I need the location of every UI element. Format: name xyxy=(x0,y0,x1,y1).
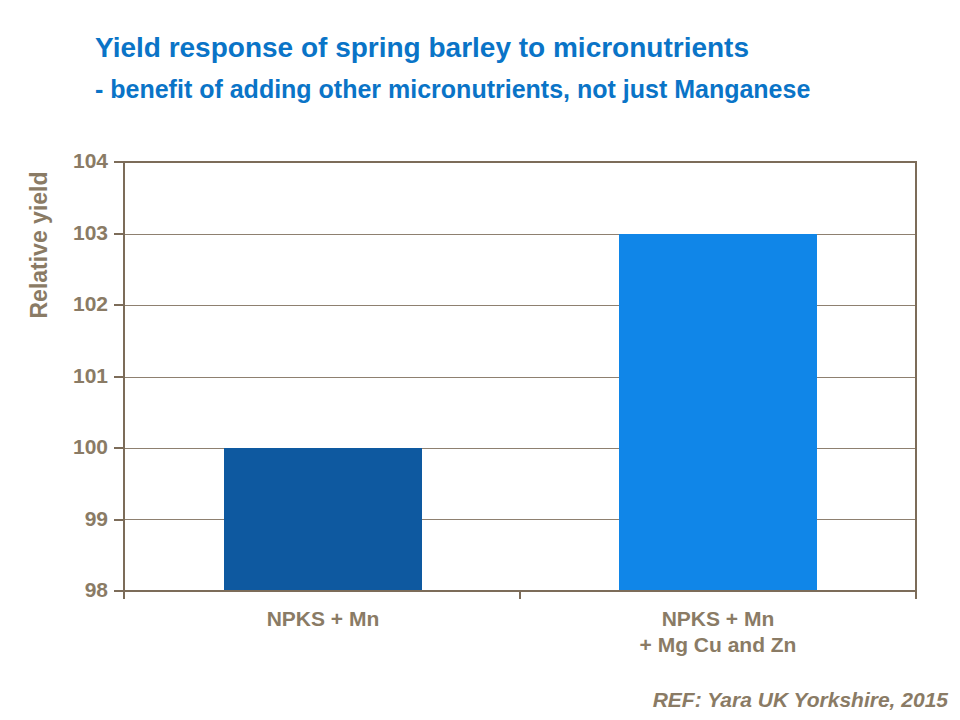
chart-title: Yield response of spring barley to micro… xyxy=(95,33,925,64)
y-tick-label-103: 103 xyxy=(48,222,108,244)
x-category-label-2: NPKS + Mn + Mg Cu and Zn xyxy=(548,606,888,659)
y-tick-mark-101 xyxy=(114,376,123,378)
x-tick-mark-0 xyxy=(123,590,125,599)
reference-note: REF: Yara UK Yorkshire, 2015 xyxy=(653,688,948,712)
y-tick-label-101: 101 xyxy=(48,365,108,387)
x-category-label-1: NPKS + Mn xyxy=(153,606,493,632)
x-tick-mark-2 xyxy=(915,590,917,599)
y-tick-label-102: 102 xyxy=(48,293,108,315)
y-tick-mark-98 xyxy=(114,590,123,592)
plot-area xyxy=(123,161,917,592)
y-tick-label-104: 104 xyxy=(48,150,108,172)
y-tick-mark-103 xyxy=(114,233,123,235)
slide: Yield response of spring barley to micro… xyxy=(0,0,960,720)
y-tick-mark-99 xyxy=(114,519,123,521)
y-tick-label-99: 99 xyxy=(48,508,108,530)
y-tick-label-98: 98 xyxy=(48,579,108,601)
y-tick-mark-104 xyxy=(114,161,123,163)
y-tick-mark-100 xyxy=(114,447,123,449)
y-tick-label-100: 100 xyxy=(48,436,108,458)
title-block: Yield response of spring barley to micro… xyxy=(95,33,925,103)
chart-subtitle: - benefit of adding other micronutrients… xyxy=(95,76,925,104)
bar-1 xyxy=(224,448,422,590)
bar-2 xyxy=(619,234,817,590)
y-tick-mark-102 xyxy=(114,304,123,306)
x-tick-mark-1 xyxy=(519,590,521,599)
